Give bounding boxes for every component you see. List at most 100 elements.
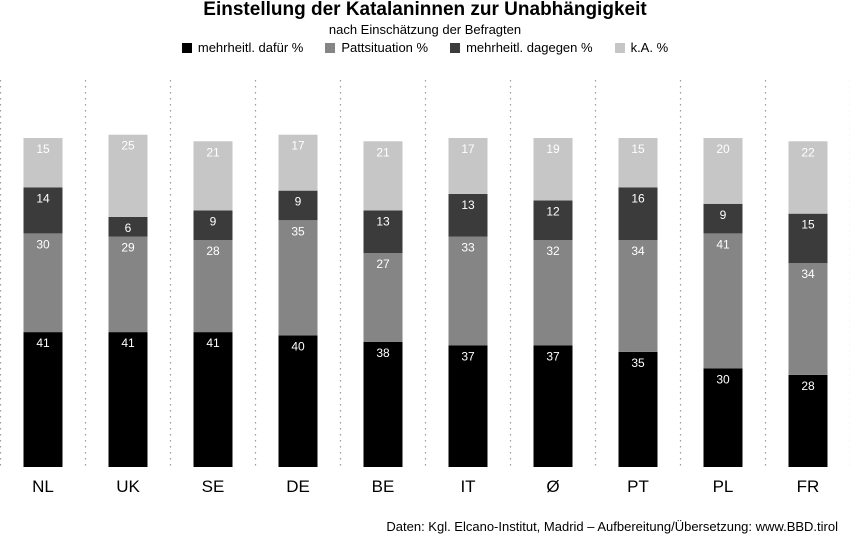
legend-swatch	[450, 42, 461, 53]
data-label: 30	[36, 237, 50, 251]
legend-swatch	[614, 42, 625, 53]
category-label: FR	[797, 477, 820, 496]
category-label: SE	[202, 477, 225, 496]
category-label: PT	[627, 477, 649, 496]
data-label: 15	[631, 142, 645, 156]
bar-segment	[108, 332, 148, 467]
bar-segment	[108, 216, 148, 237]
data-label: 17	[291, 139, 305, 153]
data-label: 22	[801, 145, 815, 159]
data-label: 41	[716, 237, 730, 251]
category-label: DE	[286, 477, 310, 496]
data-label: 14	[36, 191, 50, 205]
bar-segment	[278, 190, 318, 221]
bar-segment	[618, 239, 658, 352]
bar-segment	[533, 200, 573, 240]
bar-segment	[363, 253, 403, 342]
data-label: 17	[461, 142, 475, 156]
legend-swatch	[181, 42, 192, 53]
category-label: UK	[116, 477, 140, 496]
data-label: 30	[716, 372, 730, 386]
legend-item: k.A. %	[614, 40, 669, 55]
bar-segment	[108, 236, 148, 333]
data-label: 32	[546, 244, 560, 258]
legend-label: k.A. %	[630, 40, 669, 55]
data-label: 13	[461, 198, 475, 212]
data-label: 15	[36, 142, 50, 156]
data-label: 33	[461, 241, 475, 255]
data-label: 19	[546, 142, 560, 156]
bar-segment	[703, 138, 743, 204]
bar-segment	[193, 332, 233, 467]
bar-segment	[788, 263, 828, 375]
bar-segment	[618, 187, 658, 240]
data-label: 13	[376, 214, 390, 228]
data-label: 21	[376, 145, 390, 159]
legend-label: Pattsituation %	[341, 40, 429, 55]
data-label: 25	[121, 139, 135, 153]
data-label: 37	[461, 349, 475, 363]
chart-subtitle: nach Einschätzung der Befragten	[328, 22, 522, 37]
data-label: 38	[376, 346, 390, 360]
data-label: 20	[716, 142, 730, 156]
data-label: 34	[801, 267, 815, 281]
bar-segment	[618, 138, 658, 188]
legend-item: Pattsituation %	[325, 40, 428, 55]
data-label: 34	[631, 244, 645, 258]
data-label: 9	[210, 214, 217, 228]
bar-segment	[363, 210, 403, 254]
data-label: 41	[36, 336, 50, 350]
category-label: NL	[32, 477, 54, 496]
bar-segment	[448, 193, 488, 237]
data-label: 15	[801, 218, 815, 232]
bar-segment	[278, 220, 318, 336]
legend-label: mehrheitl. dafür %	[197, 40, 304, 55]
data-label: 35	[631, 356, 645, 370]
bar-segment	[533, 138, 573, 201]
bar-segment	[788, 374, 828, 467]
bar-segment	[23, 138, 63, 188]
data-label: 40	[291, 339, 305, 353]
data-label: 28	[801, 379, 815, 393]
bar-segment	[23, 233, 63, 333]
category-label: PL	[713, 477, 734, 496]
bar-segment	[703, 203, 743, 234]
bar-segment	[533, 345, 573, 467]
bar-segment	[703, 233, 743, 369]
bar-segment	[448, 345, 488, 467]
bar-segment	[788, 141, 828, 214]
bar-segment	[448, 236, 488, 346]
bar-segment	[533, 239, 573, 346]
bar-segment	[703, 368, 743, 467]
bar-segment	[23, 187, 63, 234]
data-label: 16	[631, 191, 645, 205]
bar-segment	[448, 138, 488, 194]
bar-segment	[23, 332, 63, 467]
data-label: 29	[121, 241, 135, 255]
data-label: 9	[720, 208, 727, 222]
bar-segment	[193, 239, 233, 333]
data-label: 37	[546, 349, 560, 363]
category-label: BE	[372, 477, 395, 496]
data-label: 6	[125, 221, 132, 235]
category-label: IT	[460, 477, 475, 496]
bar-segment	[278, 335, 318, 467]
bar-segment	[363, 341, 403, 467]
data-label: 27	[376, 257, 390, 271]
legend-label: mehrheitl. dagegen %	[466, 40, 593, 55]
data-label: 28	[206, 244, 220, 258]
data-label: 9	[295, 195, 302, 209]
bar-segment	[193, 210, 233, 240]
legend: mehrheitl. dafür % Pattsituation % mehrh…	[0, 40, 850, 55]
legend-item: mehrheitl. dafür %	[181, 40, 304, 55]
bar-segment	[108, 134, 148, 217]
bar-segment	[193, 141, 233, 211]
bar-segment	[363, 141, 403, 211]
category-label: Ø	[546, 477, 559, 496]
data-label: 41	[121, 336, 135, 350]
data-label: 35	[291, 224, 305, 238]
chart-title: Einstellung der Katalaninnen zur Unabhän…	[203, 0, 647, 20]
legend-item: mehrheitl. dagegen %	[450, 40, 593, 55]
data-label: 12	[546, 205, 560, 219]
